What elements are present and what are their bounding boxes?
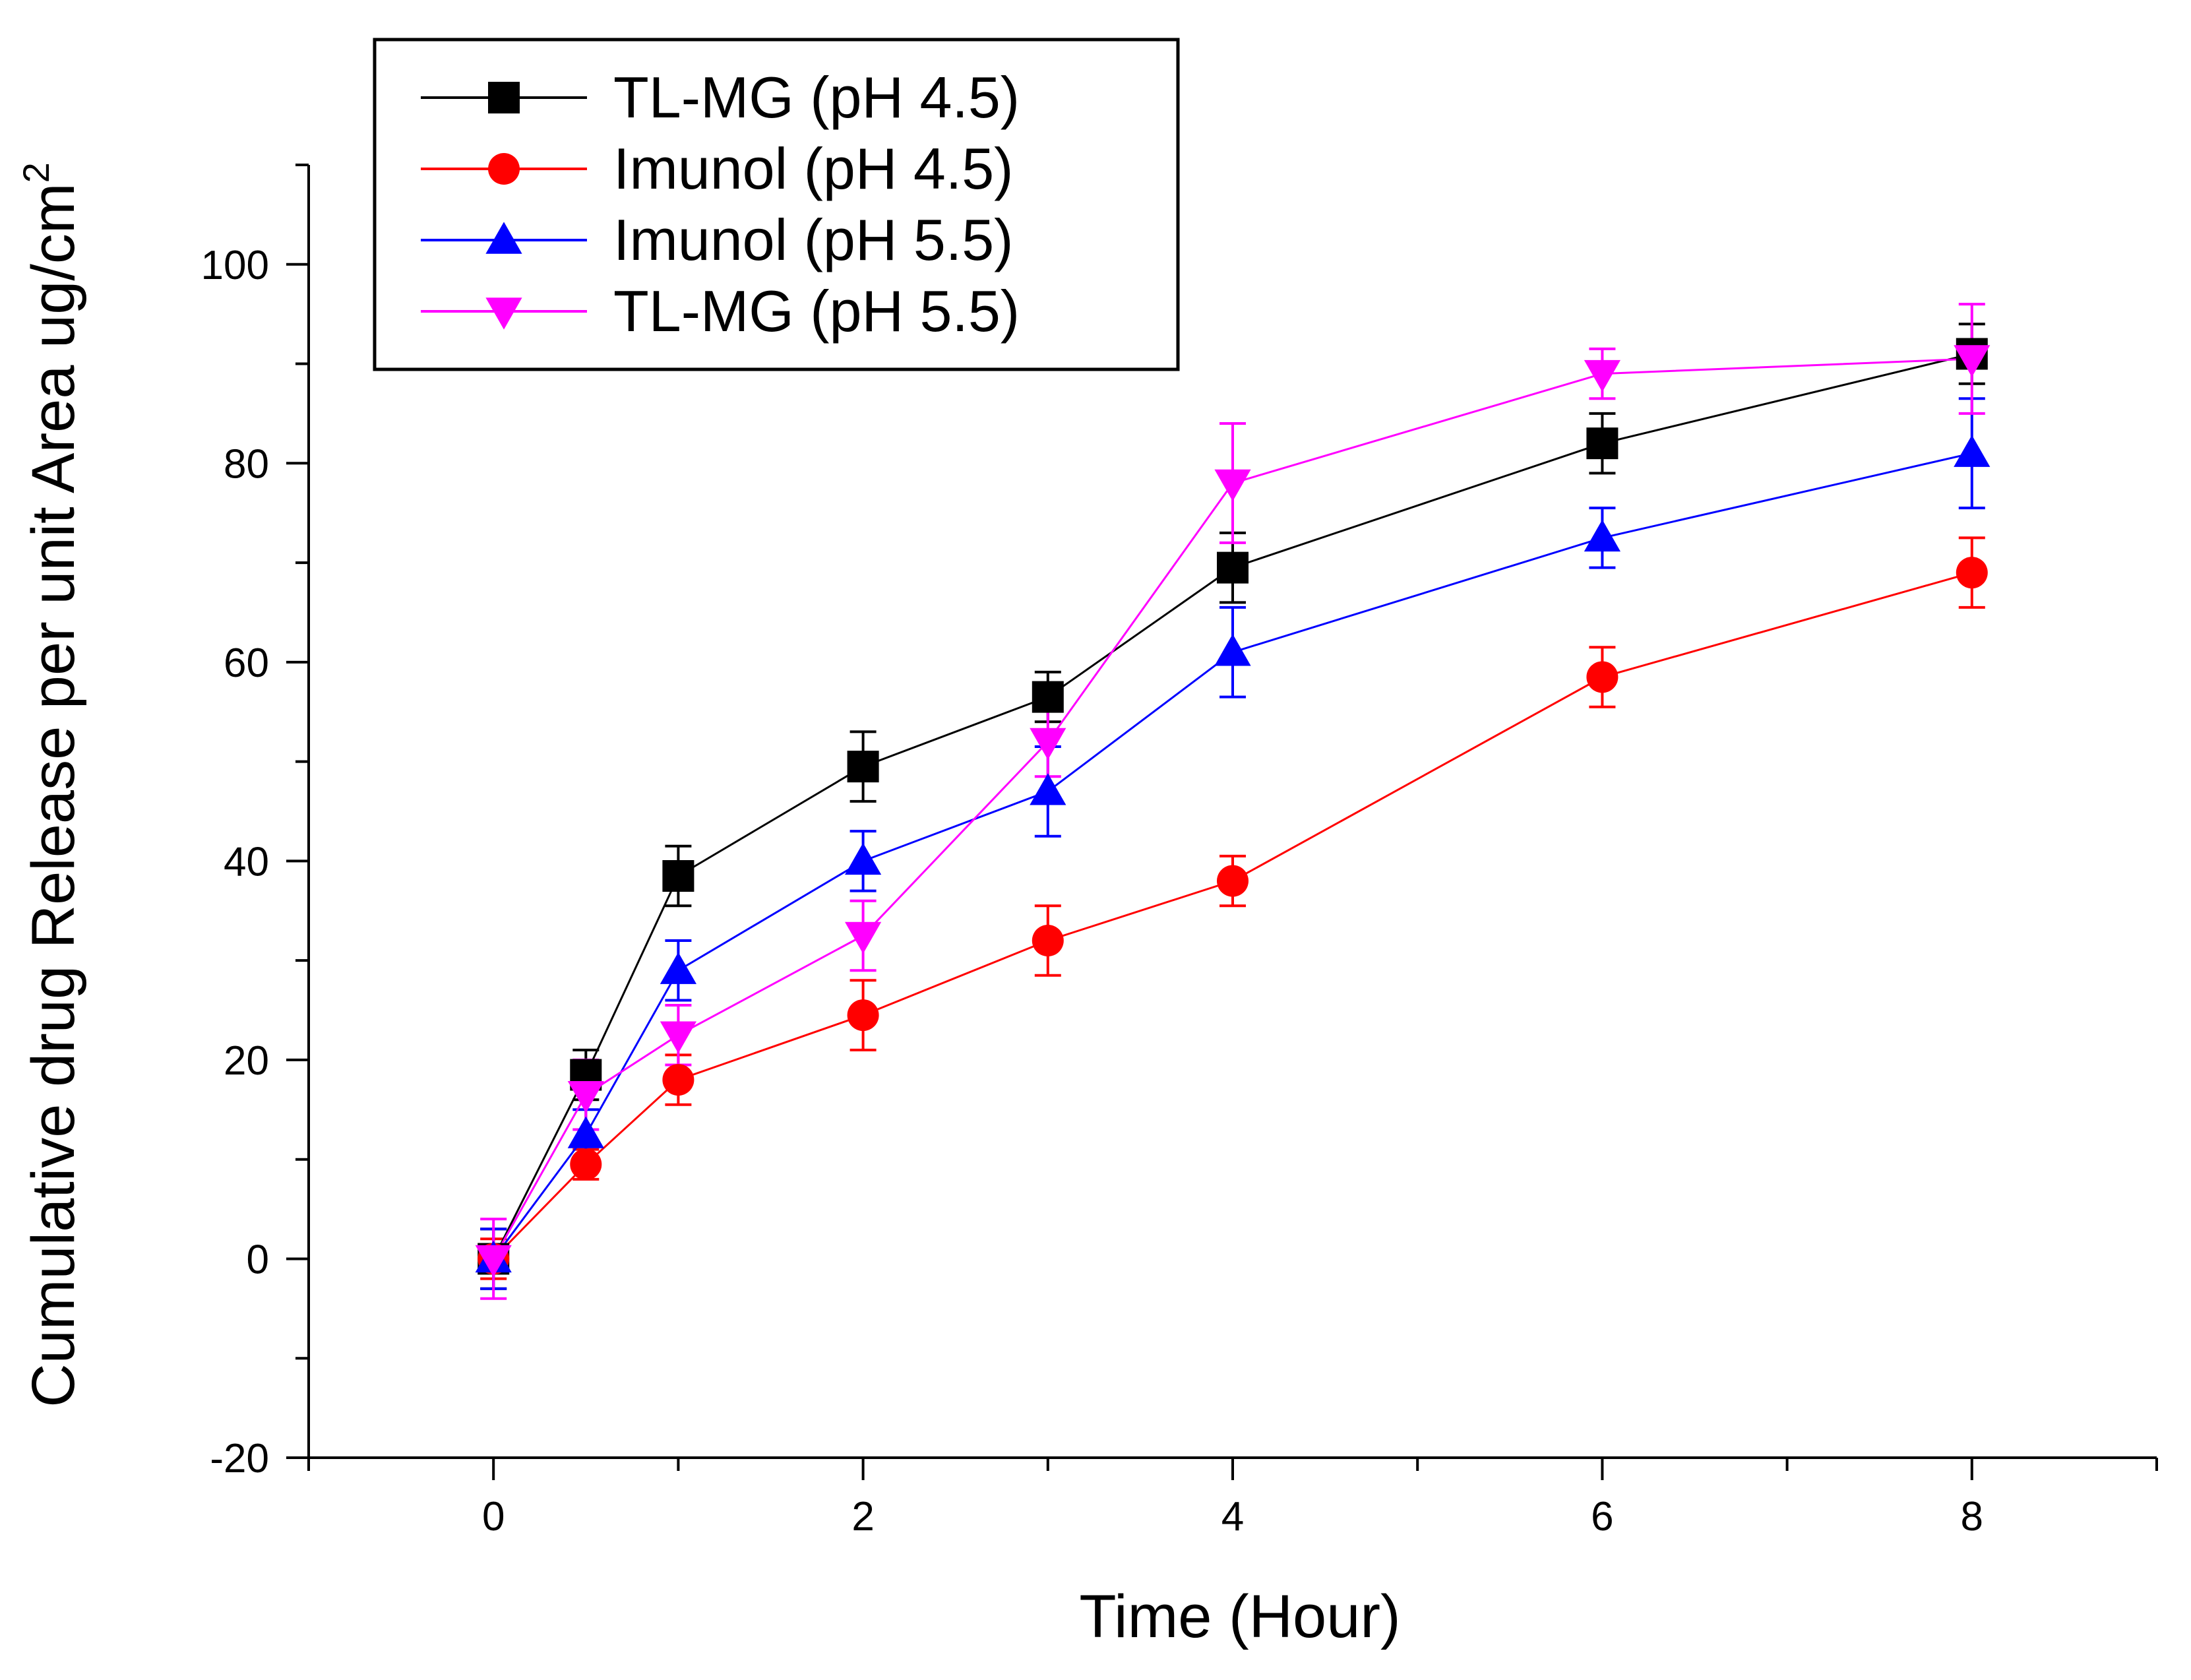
series-line-1 xyxy=(492,353,1973,1260)
data-point xyxy=(847,999,879,1032)
data-point xyxy=(1584,519,1620,552)
data-point xyxy=(1030,728,1066,761)
legend-marker xyxy=(488,82,520,113)
data-point xyxy=(1956,557,1988,589)
y-axis-title-superscript: 2 xyxy=(15,162,57,183)
data-point xyxy=(660,952,696,984)
data-point xyxy=(1217,551,1249,584)
data-point xyxy=(1217,865,1249,897)
data-point xyxy=(1214,634,1251,666)
error-bar-layer xyxy=(480,303,1985,1300)
y-tick-label: 0 xyxy=(247,1237,269,1282)
legend-marker xyxy=(488,153,520,185)
data-point xyxy=(662,1064,694,1096)
legend-label: TL-MG (pH 4.5) xyxy=(613,65,1020,130)
legend-marker xyxy=(485,222,522,254)
data-point xyxy=(1030,773,1066,805)
x-axis-title: Time (Hour) xyxy=(1079,1583,1400,1650)
axes: -20 0 20 40 60 80 100 0 2 4 6 8 xyxy=(201,164,2158,1540)
series-line-3 xyxy=(492,452,1973,1260)
data-point xyxy=(475,1245,512,1278)
y-tick-label: 40 xyxy=(224,839,269,885)
legend-marker xyxy=(485,297,522,330)
data-point xyxy=(662,860,694,892)
x-tick-label: 8 xyxy=(1961,1494,1983,1540)
x-tick-label: 4 xyxy=(1221,1494,1244,1540)
y-axis-title-main: Cumulative drug Release per unit Area ug… xyxy=(20,183,87,1407)
data-point xyxy=(1586,661,1619,693)
legend: TL-MG (pH 4.5)Imunol (pH 4.5)Imunol (pH … xyxy=(373,38,1180,371)
y-tick-label: 20 xyxy=(224,1038,269,1084)
data-point xyxy=(570,1148,602,1181)
data-point xyxy=(1214,469,1251,502)
data-point xyxy=(1954,435,1990,467)
data-point xyxy=(847,751,879,783)
data-point xyxy=(1586,427,1619,460)
y-tick-label: -20 xyxy=(210,1436,269,1481)
legend-label: TL-MG (pH 5.5) xyxy=(613,278,1020,344)
series-line-2 xyxy=(493,571,1973,1260)
data-point xyxy=(660,1021,696,1053)
y-tick-label: 100 xyxy=(201,243,269,288)
data-point xyxy=(845,921,882,954)
y-axis-title: Cumulative drug Release per unit Area ug… xyxy=(15,162,87,1407)
legend-label: Imunol (pH 5.5) xyxy=(613,207,1013,272)
marker-layer xyxy=(475,338,1990,1278)
x-tick-label: 6 xyxy=(1591,1494,1613,1540)
x-tick-label: 2 xyxy=(851,1494,874,1540)
data-point xyxy=(567,1116,604,1148)
data-point xyxy=(845,842,882,875)
data-point xyxy=(567,1080,604,1113)
data-point xyxy=(1032,681,1064,713)
data-point xyxy=(1584,359,1620,392)
data-point xyxy=(1954,345,1990,377)
x-tick-label: 0 xyxy=(482,1494,505,1540)
legend-label: Imunol (pH 4.5) xyxy=(613,136,1013,201)
data-point xyxy=(1032,925,1064,956)
y-tick-label: 60 xyxy=(224,640,269,686)
y-tick-label: 80 xyxy=(224,441,269,487)
